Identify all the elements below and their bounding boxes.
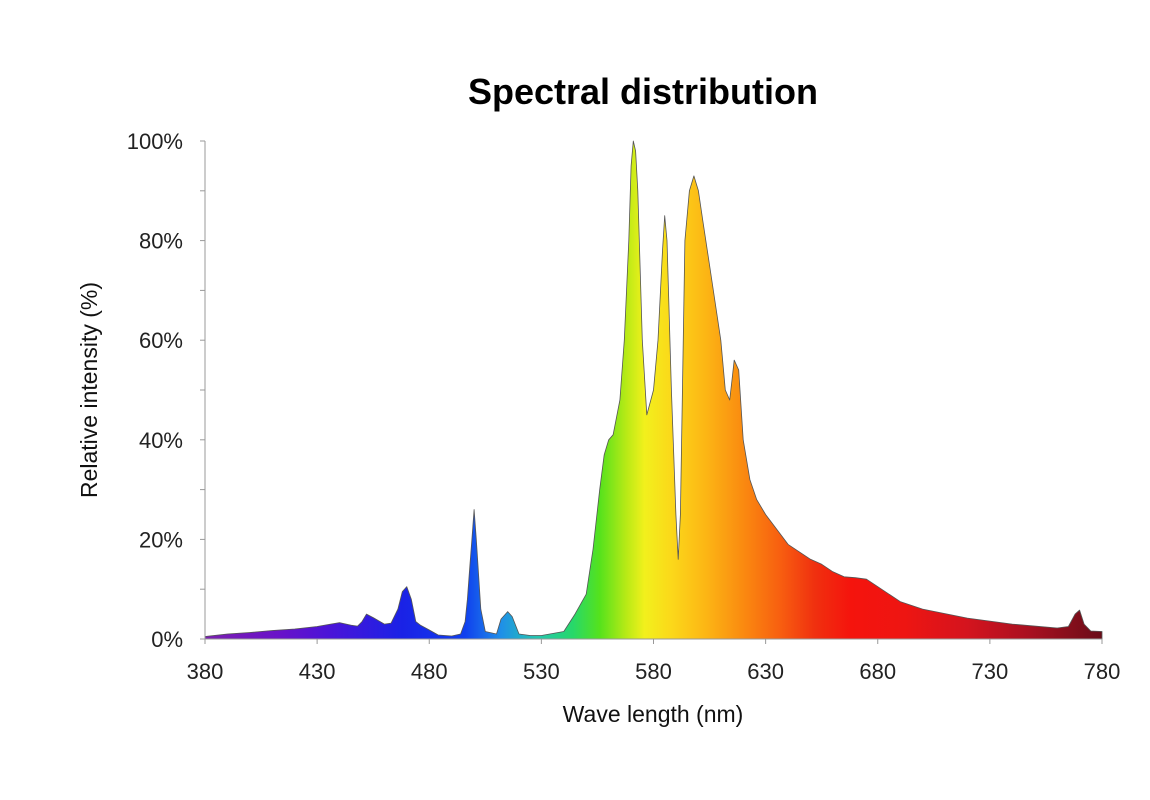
x-tick-label: 580 (635, 659, 672, 684)
y-axis: 0% 20% 40% 60% 80% 100% (127, 129, 206, 652)
x-axis: 380 430 480 530 580 630 680 730 780 (187, 638, 1121, 684)
y-tick-label: 80% (139, 229, 183, 254)
x-tick-label: 630 (747, 659, 784, 684)
x-tick-label: 430 (299, 659, 336, 684)
y-tick-label: 100% (127, 129, 183, 154)
spectrum-area-series-0 (204, 140, 1103, 640)
y-tick-label: 20% (139, 527, 183, 552)
x-tick-label: 680 (859, 659, 896, 684)
y-tick-label: 60% (139, 328, 183, 353)
y-tick-label: 0% (151, 627, 183, 652)
x-tick-label: 780 (1084, 659, 1121, 684)
y-tick-label: 40% (139, 428, 183, 453)
x-tick-label: 380 (187, 659, 224, 684)
plot-area (204, 140, 1103, 640)
chart-title: Spectral distribution (468, 71, 818, 112)
x-tick-label: 480 (411, 659, 448, 684)
y-axis-label: Relative intensity (%) (76, 282, 102, 498)
x-tick-label: 530 (523, 659, 560, 684)
x-axis-label: Wave length (nm) (563, 701, 744, 727)
x-tick-label: 730 (972, 659, 1009, 684)
